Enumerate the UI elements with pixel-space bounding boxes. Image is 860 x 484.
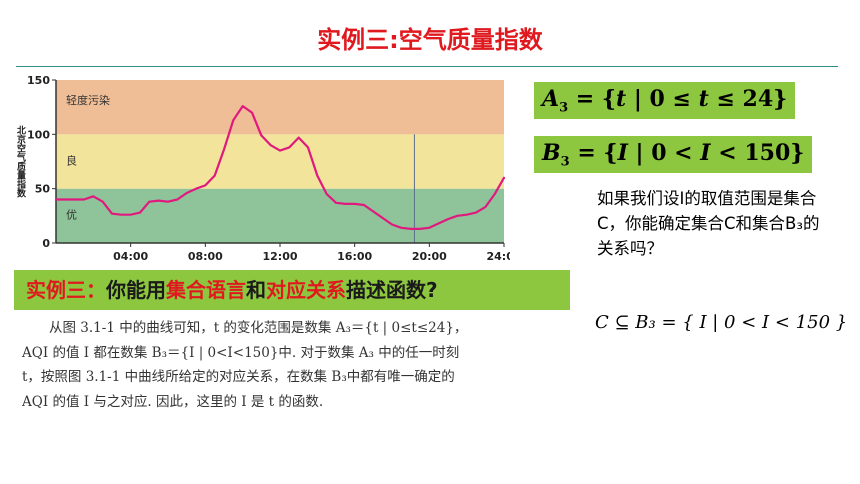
banner-part3: 集合语言 — [166, 278, 246, 302]
formula-a3-max: 24 — [742, 86, 774, 112]
aqi-series-line — [54, 104, 506, 230]
question-text: 如果我们设I的取值范围是集合C，你能确定集合C和集合B₃的关系吗？ — [597, 189, 820, 258]
formula-b3-var: I — [617, 140, 628, 166]
aqi-band-1 — [56, 134, 504, 189]
formula-a3-bar: | — [626, 86, 650, 112]
formula-a3-close: } — [773, 86, 788, 112]
formula-a3: A3 = {t | 0 ≤ t ≤ 24} — [534, 82, 796, 120]
x-tick-label: 08:00 — [188, 250, 223, 263]
aqi-band-2 — [56, 80, 504, 135]
banner-part2: 你能用 — [106, 278, 166, 302]
band-label: 良 — [66, 153, 77, 167]
x-tick-label: 16:00 — [337, 250, 372, 263]
y-tick-label: 150 — [27, 74, 50, 87]
formula-b3-zero: 0 — [651, 140, 667, 166]
formula-a3-zero: 0 — [649, 86, 665, 112]
formula-b3-lt1: < — [666, 140, 701, 166]
banner-part4: 和 — [246, 278, 266, 302]
formula-a3-le2: ≤ — [708, 86, 743, 112]
formula-b3-close: } — [790, 140, 805, 166]
x-tick-label: 24:00 — [486, 250, 510, 263]
y-tick-label: 50 — [35, 183, 51, 196]
formula-a3-eq: = { — [568, 86, 617, 112]
band-label: 轻度污染 — [66, 93, 110, 107]
banner-part6: 描述函数? — [346, 278, 438, 302]
formula-a3-sub: 3 — [559, 100, 569, 116]
textbook-excerpt: 从图 3.1-1 中的曲线可知，t 的变化范围是数集 A₃＝{t | 0≤t≤2… — [22, 316, 470, 414]
formula-b3-bar: | — [627, 140, 652, 166]
formula-b3-var2: I — [700, 140, 711, 166]
textbook-paragraph: 从图 3.1-1 中的曲线可知，t 的变化范围是数集 A₃＝{t | 0≤t≤2… — [22, 320, 468, 410]
banner-part1: 实例三： — [26, 278, 106, 302]
formula-b3: B3 = {I | 0 < I < 150} — [534, 136, 813, 174]
x-tick-label: 12:00 — [262, 250, 297, 263]
question-banner: 实例三：你能用集合语言和对应关系描述函数? — [14, 270, 570, 310]
aqi-line-chart: 优 良 轻度污染 0 50 100 150 04:00 08:00 12:00 16:00 20:00… — [15, 74, 510, 263]
x-tick-label: 20:00 — [412, 250, 447, 263]
formula-b3-lhs: B — [542, 140, 561, 166]
formula-b3-lt2: < — [710, 140, 745, 166]
formula-a3-var2: t — [698, 86, 709, 112]
y-tick-label: 0 — [42, 237, 50, 250]
formula-b3-sub: 3 — [560, 154, 570, 170]
formula-b3-max: 150 — [744, 140, 791, 166]
page-title: 实例三:空气质量指数 — [317, 26, 543, 54]
conclusion-formula: C ⊆ B₃ = { I | 0 < I < 150 } — [595, 312, 848, 333]
formula-a3-le1: ≤ — [664, 86, 699, 112]
formula-b3-eq: = { — [569, 140, 618, 166]
x-tick-label: 04:00 — [113, 250, 148, 263]
y-tick-label: 100 — [27, 128, 50, 141]
y-axis-label: 北京空气质量指数 — [15, 124, 27, 198]
aqi-band-0 — [56, 188, 504, 243]
formula-a3-var: t — [616, 86, 627, 112]
title-divider — [16, 66, 838, 67]
formula-a3-lhs: A — [542, 86, 560, 112]
band-label: 优 — [66, 209, 77, 222]
banner-part5: 对应关系 — [266, 278, 346, 302]
